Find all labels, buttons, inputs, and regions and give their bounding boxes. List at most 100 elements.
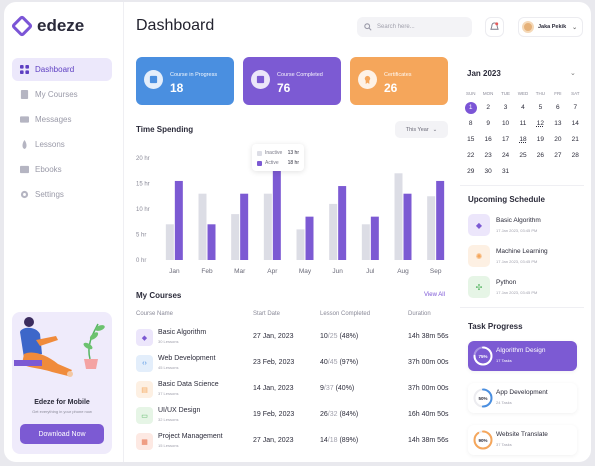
bar-inactive-may[interactable]: [296, 229, 305, 260]
calendar-day[interactable]: 19: [536, 136, 545, 143]
bar-inactive-aug[interactable]: [394, 173, 403, 260]
course-name: Basic Algorithm: [158, 329, 207, 336]
schedule-time: 17 Jan 2023, 03:45 PM: [496, 290, 538, 295]
calendar-day[interactable]: 30: [484, 168, 492, 175]
calendar-day[interactable]: 9: [486, 120, 490, 127]
calendar-day[interactable]: 14: [571, 120, 579, 127]
calendar-day[interactable]: 6: [556, 104, 560, 111]
bar-active-mar[interactable]: [240, 193, 249, 260]
bar-active-aug[interactable]: [403, 193, 412, 260]
app-window: edeze Dashboard My Courses Messages Less…: [4, 2, 591, 462]
view-all-link[interactable]: View All: [424, 292, 445, 298]
calendar-day[interactable]: 7: [573, 104, 578, 111]
sidebar-item-label: Lessons: [35, 140, 65, 149]
column-header-duration[interactable]: Duration: [408, 311, 431, 317]
task-card[interactable]: 50% App Development 24 Tasks: [468, 383, 577, 413]
table-row[interactable]: ‹› Web Development 45 Lessons 23 Feb, 20…: [136, 351, 454, 377]
calendar-day[interactable]: 23: [484, 152, 492, 159]
calendar-day[interactable]: 12: [536, 120, 545, 127]
bar-inactive-apr[interactable]: [263, 193, 272, 260]
table-row[interactable]: ▭ UI/UX Design 32 Lessons 19 Feb, 2023 2…: [136, 403, 454, 429]
bar-inactive-sep[interactable]: [427, 196, 436, 260]
calendar-day[interactable]: 28: [571, 152, 579, 159]
brand-name: edeze: [37, 16, 85, 35]
bar-active-apr[interactable]: [272, 168, 281, 260]
bar-inactive-jul[interactable]: [361, 224, 370, 260]
search-input[interactable]: Search here...: [357, 17, 472, 37]
calendar-day[interactable]: 1: [464, 102, 477, 114]
bar-inactive-jan[interactable]: [165, 224, 174, 260]
calendar-day[interactable]: 11: [519, 120, 527, 127]
column-header-course-name[interactable]: Course Name: [136, 311, 174, 317]
schedule-item[interactable]: ✣ Python 17 Jan 2023, 03:45 PM: [468, 276, 584, 300]
calendar-day[interactable]: 26: [536, 152, 545, 159]
calendar-day[interactable]: 25: [519, 152, 527, 159]
calendar-day[interactable]: 3: [503, 104, 508, 111]
weekday-label: WED: [517, 91, 529, 96]
tooltip-row-inactive: Inactive 13 hr: [257, 148, 299, 158]
bar-inactive-feb[interactable]: [198, 193, 207, 260]
mobile-promo-card: Edeze for Mobile Get everything in your …: [12, 312, 112, 454]
y-tick-label: 5 hr: [136, 233, 146, 239]
task-card[interactable]: 75% Algorithm Design 17 Tasks: [468, 341, 577, 371]
schedule-title: Python: [496, 279, 517, 286]
calendar-day[interactable]: 21: [571, 136, 579, 143]
table-row[interactable]: ▦ Project Management 15 Lessons 27 Jan, …: [136, 429, 454, 455]
sidebar-item-ebooks[interactable]: Ebooks: [12, 158, 112, 181]
table-row[interactable]: ◆ Basic Algorithm 30 Lessons 27 Jan, 202…: [136, 325, 454, 351]
table-row[interactable]: ▤ Basic Data Science 37 Lessons 14 Jan, …: [136, 377, 454, 403]
calendar-day[interactable]: 20: [554, 136, 562, 143]
sidebar-item-settings[interactable]: Settings: [12, 183, 112, 206]
notification-button[interactable]: [485, 17, 504, 37]
task-title: Website Translate: [496, 431, 548, 438]
legend-swatch-active: [257, 160, 262, 166]
calendar-day[interactable]: 31: [501, 168, 510, 175]
stat-certificates[interactable]: Certificates 26: [350, 57, 448, 105]
column-header-lesson-completed[interactable]: Lesson Completed: [320, 311, 371, 317]
calendar-day[interactable]: 5: [538, 104, 543, 111]
bar-inactive-mar[interactable]: [231, 214, 240, 260]
calendar-day[interactable]: 13: [554, 120, 562, 127]
column-header-start-date[interactable]: Start Date: [253, 311, 281, 317]
calendar-day[interactable]: 16: [484, 136, 492, 143]
user-menu[interactable]: Jaka Pekik ⌄: [518, 17, 583, 37]
schedule-item[interactable]: ◆ Basic Algorithm 17 Jan 2023, 03:45 PM: [468, 214, 584, 238]
sidebar-item-lessons[interactable]: Lessons: [12, 133, 112, 156]
course-start-date: 14 Jan, 2023: [253, 385, 294, 392]
bar-active-jul[interactable]: [370, 216, 379, 260]
course-lessons: 15 Lessons: [158, 443, 179, 448]
calendar-day[interactable]: 22: [467, 152, 475, 159]
calendar-day[interactable]: 4: [521, 104, 525, 111]
calendar-day[interactable]: 15: [467, 136, 475, 143]
sidebar-item-my-courses[interactable]: My Courses: [12, 83, 112, 106]
calendar-day[interactable]: 17: [501, 136, 510, 143]
bar-active-jan[interactable]: [174, 180, 183, 260]
stat-course-in-progress[interactable]: Course in Progress 18: [136, 57, 234, 105]
stat-course-completed[interactable]: Course Completed 76: [243, 57, 341, 105]
bar-active-jun[interactable]: [338, 186, 347, 260]
weekday-label: SAT: [571, 91, 580, 96]
sidebar-item-messages[interactable]: Messages: [12, 108, 112, 131]
bar-inactive-jun[interactable]: [329, 203, 338, 260]
schedule-item[interactable]: ✺ Machine Learning 17 Jan 2023, 03:45 PM: [468, 245, 584, 269]
sidebar-item-label: Ebooks: [35, 165, 62, 174]
stat-value: 26: [384, 81, 398, 95]
task-percent: 75%: [478, 353, 488, 359]
download-now-button[interactable]: Download Now: [20, 424, 104, 444]
logo[interactable]: edeze: [10, 14, 85, 38]
calendar-day[interactable]: 24: [501, 152, 510, 159]
calendar-day[interactable]: 8: [468, 120, 473, 127]
task-card[interactable]: 90% Website Translate 37 Tasks: [468, 425, 577, 455]
chevron-down-icon[interactable]: ⌄: [570, 70, 576, 77]
calendar-day[interactable]: 2: [486, 104, 490, 111]
calendar-day[interactable]: 10: [501, 120, 510, 127]
calendar-day[interactable]: 18: [519, 136, 527, 143]
calendar-day[interactable]: 27: [554, 152, 562, 159]
sidebar-item-dashboard[interactable]: Dashboard: [12, 58, 112, 81]
bar-active-sep[interactable]: [436, 180, 445, 260]
bar-active-may[interactable]: [305, 216, 314, 260]
bar-active-feb[interactable]: [207, 224, 216, 260]
lessons-done: 9: [320, 385, 324, 392]
calendar-day[interactable]: 29: [467, 168, 475, 175]
period-select[interactable]: This Year ⌄: [395, 121, 448, 138]
